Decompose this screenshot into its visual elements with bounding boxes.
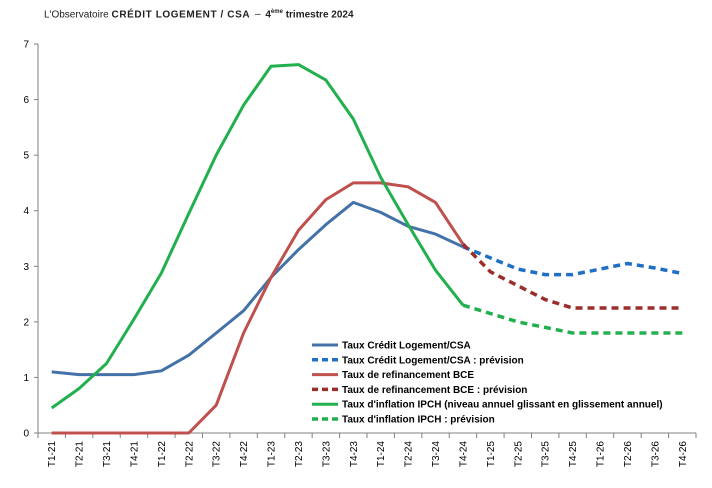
x-tick-label: T2-26	[623, 441, 634, 468]
series-line-2	[462, 245, 683, 277]
legend: Taux Crédit Logement/CSA Taux Crédit Loge…	[312, 341, 663, 426]
x-tick-label: T2-22	[184, 441, 195, 468]
x-tick-label: T1-24	[376, 441, 387, 468]
y-tick-label: 0	[23, 429, 29, 440]
x-tick-label: T1-23	[267, 441, 278, 468]
x-tick-label: T3-23	[321, 441, 332, 468]
x-tick-label: T3-22	[212, 441, 223, 468]
y-tick-label: 4	[23, 206, 29, 217]
x-tick-label: T2-23	[294, 441, 305, 468]
x-tick-label: T2-21	[75, 441, 86, 468]
series-line-1	[51, 200, 464, 377]
legend-label-3: Taux de refinancement BCE	[342, 370, 474, 381]
series-line-3	[51, 181, 465, 435]
x-tick-label: T1-26	[596, 441, 607, 468]
y-tick-label: 3	[23, 262, 29, 273]
series-layer	[50, 63, 683, 435]
x-tick-label: T3-24	[431, 441, 442, 468]
header-quarter-rest: trimestre 2024	[285, 9, 354, 21]
y-tick-label: 1	[23, 373, 29, 384]
legend-label-1: Taux Crédit Logement/CSA	[342, 341, 471, 352]
header-quarter-num: 4	[265, 9, 271, 21]
y-tick-label: 2	[23, 317, 29, 328]
legend-label-4: Taux de refinancement BCE : prévision	[342, 385, 527, 396]
x-tick-label: T4-22	[239, 441, 250, 468]
x-tick-label: T4-26	[678, 441, 689, 468]
series-line-4	[461, 242, 683, 310]
y-tick-label: 7	[23, 40, 29, 51]
y-tick-label: 6	[23, 95, 29, 106]
x-tick-label: T3-25	[541, 441, 552, 468]
x-tick-label: T4-24	[458, 441, 469, 468]
x-tick-label: T4-23	[349, 441, 360, 468]
x-tick-label: T3-21	[102, 441, 113, 468]
header-title: CRÉDIT LOGEMENT / CSA	[111, 9, 251, 21]
header-quarter-sup: ème	[270, 9, 283, 15]
x-tick-label: T4-25	[568, 441, 579, 468]
x-tick-label: T4-21	[129, 441, 140, 468]
header-separator: –	[255, 9, 261, 21]
series-line-6	[462, 303, 683, 335]
x-tick-label: T1-21	[47, 441, 58, 468]
x-tick-label: T1-22	[157, 441, 168, 468]
y-tick-label: 5	[23, 151, 29, 162]
series-line-5	[50, 63, 465, 410]
legend-label-6: Taux d'inflation IPCH : prévision	[342, 415, 495, 426]
legend-label-2: Taux Crédit Logement/CSA : prévision	[342, 355, 524, 366]
chart-header: L'Observatoire CRÉDIT LOGEMENT / CSA – 4…	[44, 9, 354, 20]
x-tick-label: T1-25	[486, 441, 497, 468]
x-tick-label: T2-24	[404, 441, 415, 468]
x-tick-label: T2-25	[513, 441, 524, 468]
legend-label-5: Taux d'inflation IPCH (niveau annuel gli…	[342, 400, 663, 411]
x-tick-label: T3-26	[650, 441, 661, 468]
header-brand: L'Observatoire	[44, 9, 109, 21]
